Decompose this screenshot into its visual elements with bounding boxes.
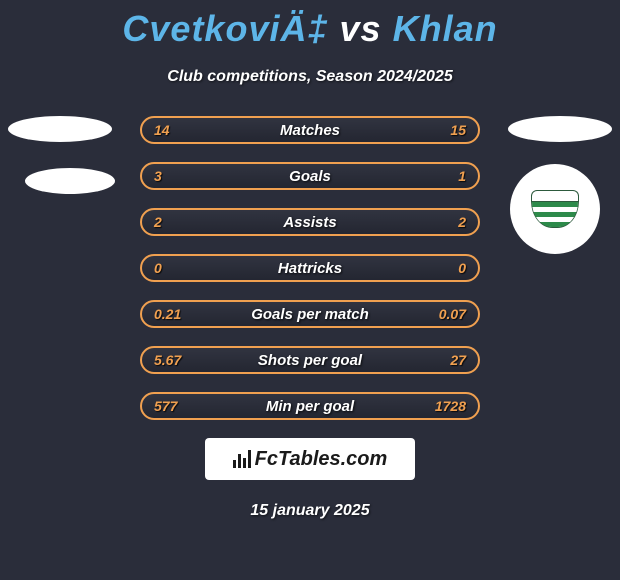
right-club-badge: [510, 164, 600, 254]
stat-label: Hattricks: [278, 260, 342, 277]
stat-label: Matches: [280, 122, 340, 139]
stat-left-value: 0.21: [154, 306, 181, 322]
stats-area: 14 Matches 15 3 Goals 1 2 Assists 2 0 Hattricks 0 0.…: [0, 116, 620, 420]
stat-pill: 14 Matches 15: [140, 116, 480, 144]
stat-left-value: 0: [154, 260, 162, 276]
player1-name: CvetkoviÄ‡: [122, 8, 328, 49]
bars-icon: [233, 450, 251, 468]
stat-right-value: 1728: [435, 398, 466, 414]
subtitle: Club competitions, Season 2024/2025: [0, 68, 620, 86]
ellipse-icon: [25, 168, 115, 194]
stat-left-value: 3: [154, 168, 162, 184]
stat-pill: 0 Hattricks 0: [140, 254, 480, 282]
fctables-logo: FcTables.com: [233, 448, 388, 471]
stat-label: Goals: [289, 168, 331, 185]
left-badge-2: [25, 168, 115, 194]
stat-row: 577 Min per goal 1728: [0, 392, 620, 420]
comparison-title: CvetkoviÄ‡ vs Khlan: [0, 0, 620, 50]
stat-label: Min per goal: [266, 398, 354, 415]
stat-pill: 577 Min per goal 1728: [140, 392, 480, 420]
stat-right-value: 27: [450, 352, 466, 368]
right-badge-1: [508, 116, 612, 142]
stat-row: 0.21 Goals per match 0.07: [0, 300, 620, 328]
stat-pill: 2 Assists 2: [140, 208, 480, 236]
stat-right-value: 2: [458, 214, 466, 230]
vs-label: vs: [340, 8, 382, 49]
stat-left-value: 2: [154, 214, 162, 230]
stat-row: 5.67 Shots per goal 27: [0, 346, 620, 374]
stat-label: Goals per match: [251, 306, 369, 323]
stat-left-value: 5.67: [154, 352, 181, 368]
player2-name: Khlan: [393, 8, 498, 49]
shield-icon: [531, 190, 579, 228]
ellipse-icon: [508, 116, 612, 142]
stat-pill: 0.21 Goals per match 0.07: [140, 300, 480, 328]
club-badge-circle: [510, 164, 600, 254]
date-line: 15 january 2025: [0, 502, 620, 520]
stat-left-value: 577: [154, 398, 177, 414]
stat-left-value: 14: [154, 122, 170, 138]
stat-label: Shots per goal: [258, 352, 362, 369]
stat-row: 0 Hattricks 0: [0, 254, 620, 282]
stat-right-value: 0: [458, 260, 466, 276]
stat-right-value: 15: [450, 122, 466, 138]
stat-label: Assists: [283, 214, 336, 231]
stat-right-value: 0.07: [439, 306, 466, 322]
fctables-logo-box[interactable]: FcTables.com: [205, 438, 415, 480]
ellipse-icon: [8, 116, 112, 142]
stat-pill: 3 Goals 1: [140, 162, 480, 190]
stat-pill: 5.67 Shots per goal 27: [140, 346, 480, 374]
stat-right-value: 1: [458, 168, 466, 184]
left-badge-1: [8, 116, 112, 142]
fctables-text: FcTables.com: [255, 448, 388, 471]
